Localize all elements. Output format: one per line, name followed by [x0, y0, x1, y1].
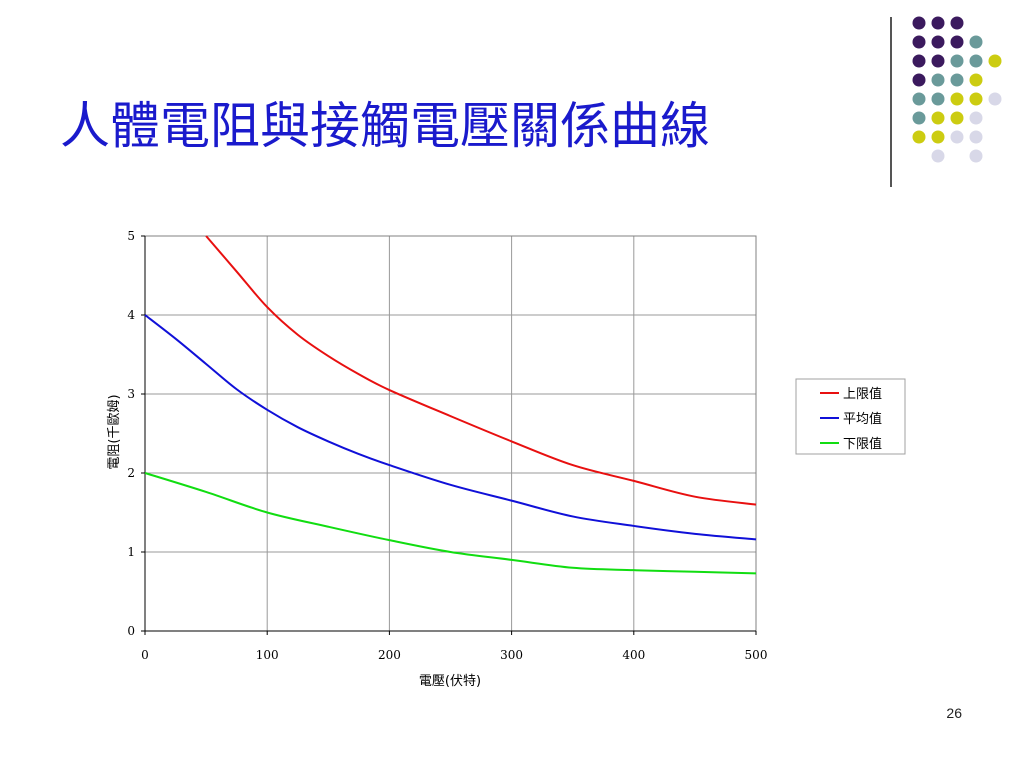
- legend-label-lower-limit: 下限值: [843, 436, 882, 452]
- legend-label-upper-limit: 上限值: [843, 386, 882, 402]
- legend-label-average: 平均值: [843, 411, 882, 427]
- y-tick-label: 4: [127, 308, 135, 322]
- slide-title: 人體電阻與接觸電壓關係曲線: [60, 97, 710, 155]
- series-line-average: [144, 314, 757, 541]
- series-line-upper-limit: [205, 235, 757, 506]
- x-tick-label: 300: [500, 648, 523, 662]
- x-tick-label: 100: [256, 648, 279, 662]
- y-tick-label: 2: [127, 466, 135, 480]
- x-tick-label: 0: [141, 648, 149, 662]
- y-tick-label: 5: [127, 229, 135, 243]
- series-line-lower-limit: [144, 472, 757, 575]
- y-tick-label: 3: [127, 387, 135, 401]
- y-tick-label: 1: [127, 545, 135, 559]
- chart-series: [144, 235, 757, 575]
- x-tick-label: 500: [745, 648, 768, 662]
- y-tick-label: 0: [127, 624, 135, 638]
- x-tick-label: 200: [378, 648, 401, 662]
- x-tick-label: 400: [622, 648, 645, 662]
- y-axis-label: 電阻(千歐姆): [107, 394, 122, 469]
- x-axis-label: 電壓(伏特): [419, 674, 481, 689]
- legend-box: [795, 378, 906, 455]
- slide-number: 26: [946, 705, 962, 721]
- chart-ticks: 0 100 200 300 400 500 0 1 2 3 4 5: [127, 229, 767, 662]
- decorative-divider-line: [890, 17, 892, 187]
